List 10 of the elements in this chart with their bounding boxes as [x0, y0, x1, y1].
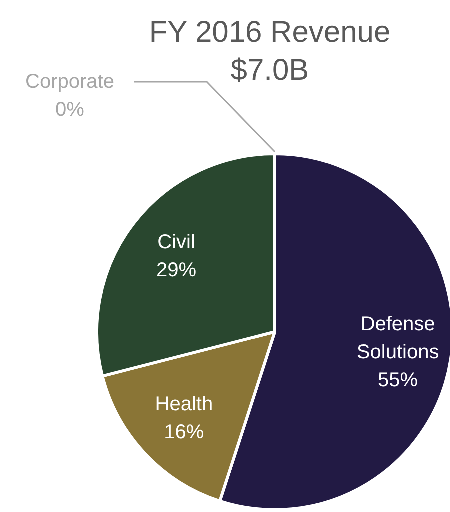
- data-label: 29%: [156, 260, 197, 282]
- slice-label: Defense Solutions: [356, 313, 440, 364]
- chart-title: FY 2016 Revenue: [149, 16, 391, 49]
- category-label: Corporate: [26, 71, 114, 93]
- slice-label: Health: [155, 393, 214, 416]
- data-label: 16%: [164, 421, 204, 444]
- slice-label: Civil: [158, 232, 196, 254]
- chart-subtitle: $7.0B: [230, 54, 310, 87]
- text: 0%: [56, 99, 84, 121]
- data-label: 55%: [378, 369, 418, 392]
